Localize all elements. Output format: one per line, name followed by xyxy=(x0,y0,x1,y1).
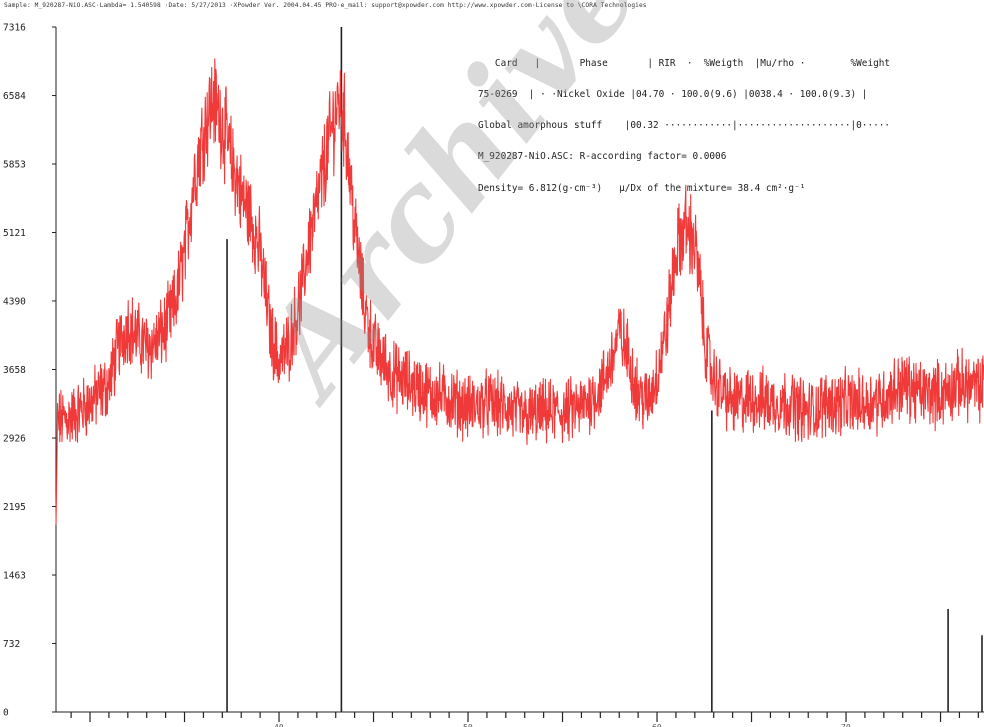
x-tick-label: 60 xyxy=(652,723,662,727)
y-tick-label: 5853 xyxy=(3,159,26,170)
y-tick-label: 1463 xyxy=(3,571,26,582)
reference-peaks xyxy=(226,27,983,712)
info-line-density: Density= 6.812(g·cm⁻³) μ/Dx of the mixtu… xyxy=(478,182,806,194)
x-tick-label: 40 xyxy=(274,723,284,727)
info-line-amorphous: Global amorphous stuff |00.32 ··········… xyxy=(478,120,891,132)
y-axis: 0 732 1463 2195 2926 3658 4390 5121 5853 6584 7316 xyxy=(3,23,57,719)
info-line-r-factor: M_920287-NiO.ASC: R-according factor= 0.… xyxy=(478,151,727,163)
y-tick-label: 2195 xyxy=(3,502,26,513)
info-line-phase: 75-0269 | · ·Nickel Oxide |04.70 · 100.0… xyxy=(478,89,868,101)
x-tick-label: 70 xyxy=(841,723,851,727)
y-tick-label: 7316 xyxy=(3,23,26,34)
y-tick-label: 0 xyxy=(3,708,9,719)
y-tick-label: 6584 xyxy=(3,91,26,102)
y-tick-label: 732 xyxy=(3,639,20,650)
x-axis: 40 50 60 70 xyxy=(56,711,984,727)
y-tick-label: 4390 xyxy=(3,296,26,307)
y-tick-label: 2926 xyxy=(3,434,26,445)
phase-info-box: Card | Phase | RIR · %Weigth |Mu/rho · %… xyxy=(478,38,890,205)
diffraction-line xyxy=(55,58,984,525)
diffraction-series xyxy=(55,58,984,525)
y-tick-label: 5121 xyxy=(3,228,26,239)
y-tick-label: 3658 xyxy=(3,365,26,376)
x-tick-label: 50 xyxy=(463,723,473,727)
sample-header: Sample: M_920287-NiO.ASC·Lambda= 1.54059… xyxy=(4,2,647,9)
info-line-header: Card | Phase | RIR · %Weigth |Mu/rho · %… xyxy=(478,57,891,69)
